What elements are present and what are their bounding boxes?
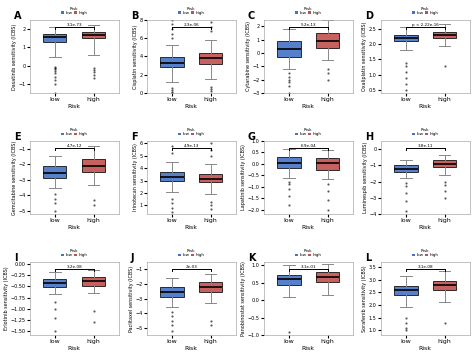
Text: L: L: [365, 253, 371, 263]
Y-axis label: Dasatinib sensitivity (ICBS): Dasatinib sensitivity (ICBS): [12, 23, 17, 89]
PathPatch shape: [82, 159, 105, 172]
Text: 2.3e-06: 2.3e-06: [183, 23, 199, 27]
Y-axis label: Panobinostat sensitivity (ICBS): Panobinostat sensitivity (ICBS): [241, 261, 246, 336]
Text: 4.7e-12: 4.7e-12: [66, 144, 82, 148]
Legend: low, high: low, high: [411, 127, 439, 137]
Text: 3.1e-08: 3.1e-08: [418, 265, 433, 269]
Text: E: E: [14, 132, 20, 142]
PathPatch shape: [43, 279, 66, 287]
PathPatch shape: [316, 272, 339, 282]
PathPatch shape: [277, 275, 301, 285]
PathPatch shape: [316, 158, 339, 169]
X-axis label: Risk: Risk: [419, 225, 432, 230]
Text: A: A: [14, 11, 21, 21]
PathPatch shape: [43, 33, 66, 42]
Text: B: B: [131, 11, 138, 21]
Y-axis label: Irinotecan sensitivity (ICBS): Irinotecan sensitivity (ICBS): [133, 143, 138, 212]
Y-axis label: Luminespib sensitivity (ICBS): Luminespib sensitivity (ICBS): [363, 142, 368, 213]
Y-axis label: Oxaliplatin sensitivity (ICBS): Oxaliplatin sensitivity (ICBS): [363, 22, 367, 91]
Text: 3.1e-73: 3.1e-73: [66, 23, 82, 27]
Y-axis label: Paclitaxel sensitivity (ICBS): Paclitaxel sensitivity (ICBS): [129, 266, 134, 332]
Y-axis label: Lapatinib sensitivity (ICBS): Lapatinib sensitivity (ICBS): [241, 144, 246, 211]
Text: H: H: [365, 132, 373, 142]
X-axis label: Risk: Risk: [419, 104, 432, 109]
X-axis label: Risk: Risk: [302, 225, 315, 230]
Y-axis label: Cisplatin sensitivity (ICBS): Cisplatin sensitivity (ICBS): [133, 24, 138, 88]
Legend: low, high: low, high: [60, 6, 88, 16]
Y-axis label: Sorafenib sensitivity (ICBS): Sorafenib sensitivity (ICBS): [363, 265, 367, 332]
PathPatch shape: [394, 165, 418, 172]
Legend: low, high: low, high: [294, 6, 322, 16]
Text: J: J: [131, 253, 134, 263]
Text: G: G: [248, 132, 256, 142]
PathPatch shape: [277, 157, 301, 168]
Text: C: C: [248, 11, 255, 21]
Legend: low, high: low, high: [411, 248, 439, 258]
Text: 2e-03: 2e-03: [185, 265, 197, 269]
PathPatch shape: [433, 281, 456, 290]
PathPatch shape: [82, 32, 105, 38]
PathPatch shape: [316, 33, 339, 48]
PathPatch shape: [82, 277, 105, 285]
Legend: low, high: low, high: [294, 127, 322, 137]
X-axis label: Risk: Risk: [68, 104, 81, 109]
Legend: low, high: low, high: [177, 6, 205, 16]
Text: p < 2.22e-16: p < 2.22e-16: [412, 23, 439, 27]
Text: 6.9e-04: 6.9e-04: [301, 144, 316, 148]
Legend: low, high: low, high: [177, 127, 205, 137]
PathPatch shape: [199, 53, 222, 64]
Legend: low, high: low, high: [294, 248, 322, 258]
PathPatch shape: [160, 287, 183, 297]
Text: D: D: [365, 11, 373, 21]
PathPatch shape: [160, 57, 183, 67]
Text: I: I: [14, 253, 17, 263]
X-axis label: Risk: Risk: [185, 225, 198, 230]
Legend: low, high: low, high: [60, 127, 88, 137]
Text: 5.2e-13: 5.2e-13: [301, 23, 316, 27]
PathPatch shape: [160, 172, 183, 181]
X-axis label: Risk: Risk: [419, 346, 432, 351]
X-axis label: Risk: Risk: [302, 104, 315, 109]
PathPatch shape: [394, 35, 418, 41]
Text: 3.1e-01: 3.1e-01: [301, 265, 316, 269]
PathPatch shape: [433, 160, 456, 167]
PathPatch shape: [199, 174, 222, 182]
Text: 3.8e-11: 3.8e-11: [418, 144, 433, 148]
X-axis label: Risk: Risk: [185, 104, 198, 109]
Legend: low, high: low, high: [177, 248, 205, 258]
X-axis label: Risk: Risk: [68, 225, 81, 230]
Legend: low, high: low, high: [60, 248, 88, 258]
PathPatch shape: [433, 32, 456, 38]
X-axis label: Risk: Risk: [68, 346, 81, 351]
Text: 4.9e-13: 4.9e-13: [183, 144, 199, 148]
PathPatch shape: [394, 286, 418, 295]
PathPatch shape: [199, 282, 222, 292]
Legend: low, high: low, high: [411, 6, 439, 16]
Text: K: K: [248, 253, 255, 263]
Text: 3.2e-08: 3.2e-08: [66, 265, 82, 269]
Y-axis label: Erlotinib sensitivity (ICBS): Erlotinib sensitivity (ICBS): [4, 267, 9, 331]
Text: F: F: [131, 132, 137, 142]
X-axis label: Risk: Risk: [185, 346, 198, 351]
Y-axis label: Cytarabine sensitivity (ICBS): Cytarabine sensitivity (ICBS): [246, 21, 251, 92]
PathPatch shape: [277, 41, 301, 57]
PathPatch shape: [43, 166, 66, 178]
Y-axis label: Gemcitabine sensitivity (ICBS): Gemcitabine sensitivity (ICBS): [12, 140, 17, 215]
X-axis label: Risk: Risk: [302, 346, 315, 351]
